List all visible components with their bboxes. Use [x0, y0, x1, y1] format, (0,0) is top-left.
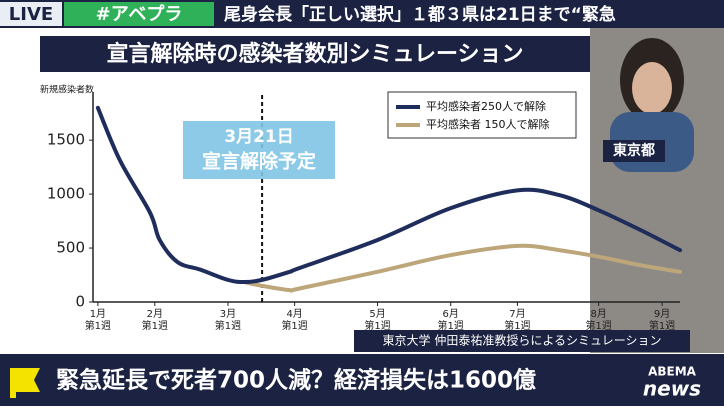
hashtag-badge — [64, 2, 214, 26]
annotation-text: 宣言解除予定 — [202, 150, 316, 173]
lower-third-text: 緊急延長で死者700人減？経済損失は1600億 — [56, 367, 536, 394]
annotation-date: 3月21日 — [224, 127, 294, 147]
live-badge — [0, 2, 62, 26]
x-tick-label: 7月第1週 — [504, 308, 530, 332]
x-tick-label: 6月第1週 — [438, 308, 464, 332]
x-tick-label: 2月第1週 — [142, 308, 168, 332]
y-axis-label: 新規感染者数 — [40, 84, 94, 96]
presenter-face — [632, 62, 672, 114]
logo-top: ABEMA — [648, 365, 697, 379]
y-tick-label: 0 — [75, 293, 85, 311]
legend-label: 平均感染者250人で解除 — [426, 99, 546, 113]
y-tick-label: 1000 — [47, 185, 85, 203]
legend — [387, 91, 577, 139]
hashtag: #アベプラ — [96, 3, 183, 25]
x-tick-label: 9月第1週 — [649, 308, 675, 332]
legend-label: 平均感染者 150人で解除 — [426, 117, 550, 131]
y-tick-label: 1500 — [47, 131, 85, 149]
x-tick-label: 8月第1週 — [586, 308, 612, 332]
source-box — [354, 330, 690, 352]
live-text: LIVE — [9, 4, 53, 25]
plot: 0 500 1000 1500 1月第1週 2月第1週 3月第1週 4月第1週 5月第1週 6月第… — [47, 92, 682, 332]
location: 東京都 — [613, 142, 655, 159]
y-tick-label: 500 — [56, 239, 85, 257]
x-tick-label: 5月第1週 — [364, 308, 390, 332]
series-line — [95, 105, 682, 285]
source: 東京大学 仲田泰祐准教授らによるシミュレーション — [383, 333, 662, 348]
annotation-box — [183, 121, 335, 179]
chart-title: 宣言解除時の感染者数別シミュレーション — [106, 41, 523, 67]
title-bar — [40, 36, 590, 72]
logo-bottom: news — [643, 377, 701, 401]
x-tick-label: 4月第1週 — [281, 308, 307, 332]
headline: 尾身会長「正しい選択」１都３県は21日まで“緊急 — [224, 4, 616, 25]
series-line — [242, 243, 682, 293]
x-tick-label: 1月第1週 — [85, 308, 111, 332]
flag-icon — [10, 368, 40, 398]
lower-third — [0, 354, 724, 406]
x-tick-label: 3月第1週 — [215, 308, 241, 332]
location-badge — [603, 140, 665, 162]
